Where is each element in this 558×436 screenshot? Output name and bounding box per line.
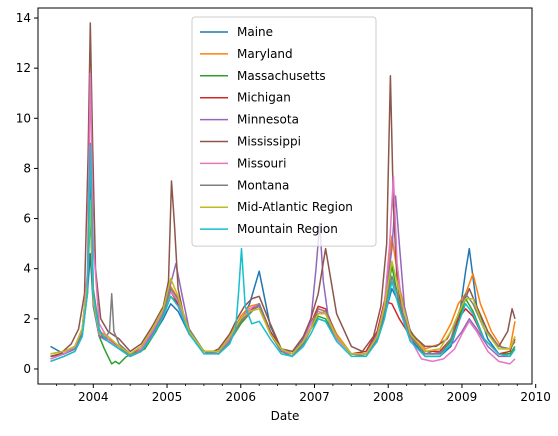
y-tick-label: 0 (23, 362, 31, 376)
x-tick-label: 2009 (447, 390, 478, 404)
y-tick-label: 4 (23, 262, 31, 276)
x-tick-label: 2007 (299, 390, 330, 404)
series-layer (50, 22, 516, 365)
y-tick-label: 14 (16, 11, 31, 25)
x-tick-label: 2006 (225, 390, 256, 404)
legend-label-7: Montana (237, 178, 289, 192)
legend: Maine Maryland Massachusetts Michigan Minnes… (191, 16, 377, 247)
series-line-8 (50, 200, 516, 355)
x-tick-label: 2010 (520, 390, 551, 404)
x-tick-label: 2005 (152, 390, 183, 404)
x-axis: 2004 2005 2006 2007 2008 2009 2010 (56, 384, 551, 404)
x-tick-label: 2008 (373, 390, 404, 404)
series-line-9 (50, 145, 516, 363)
legend-label-3: Michigan (237, 91, 291, 105)
legend-label-0: Maine (237, 25, 273, 39)
y-tick-label: 6 (23, 212, 31, 226)
plot-frame (37, 7, 533, 385)
legend-label-1: Maryland (237, 47, 293, 61)
y-tick-label: 8 (23, 161, 31, 175)
series-line-5 (50, 22, 516, 358)
legend-label-2: Massachusetts (237, 69, 326, 83)
legend-box (191, 16, 377, 247)
y-tick-label: 12 (16, 61, 31, 75)
legend-label-4: Minnesota (237, 113, 299, 127)
x-axis-title: Date (271, 409, 300, 423)
legend-label-8: Mid-Atlantic Region (237, 200, 353, 214)
x-tick-label: 2004 (78, 390, 109, 404)
y-tick-label: 10 (16, 111, 31, 125)
legend-label-5: Mississippi (237, 135, 301, 149)
y-tick-label: 2 (23, 312, 31, 326)
legend-label-9: Mountain Region (237, 222, 338, 236)
y-axis: 0 2 4 6 8 10 12 14 (16, 11, 38, 376)
legend-label-6: Missouri (237, 156, 286, 170)
